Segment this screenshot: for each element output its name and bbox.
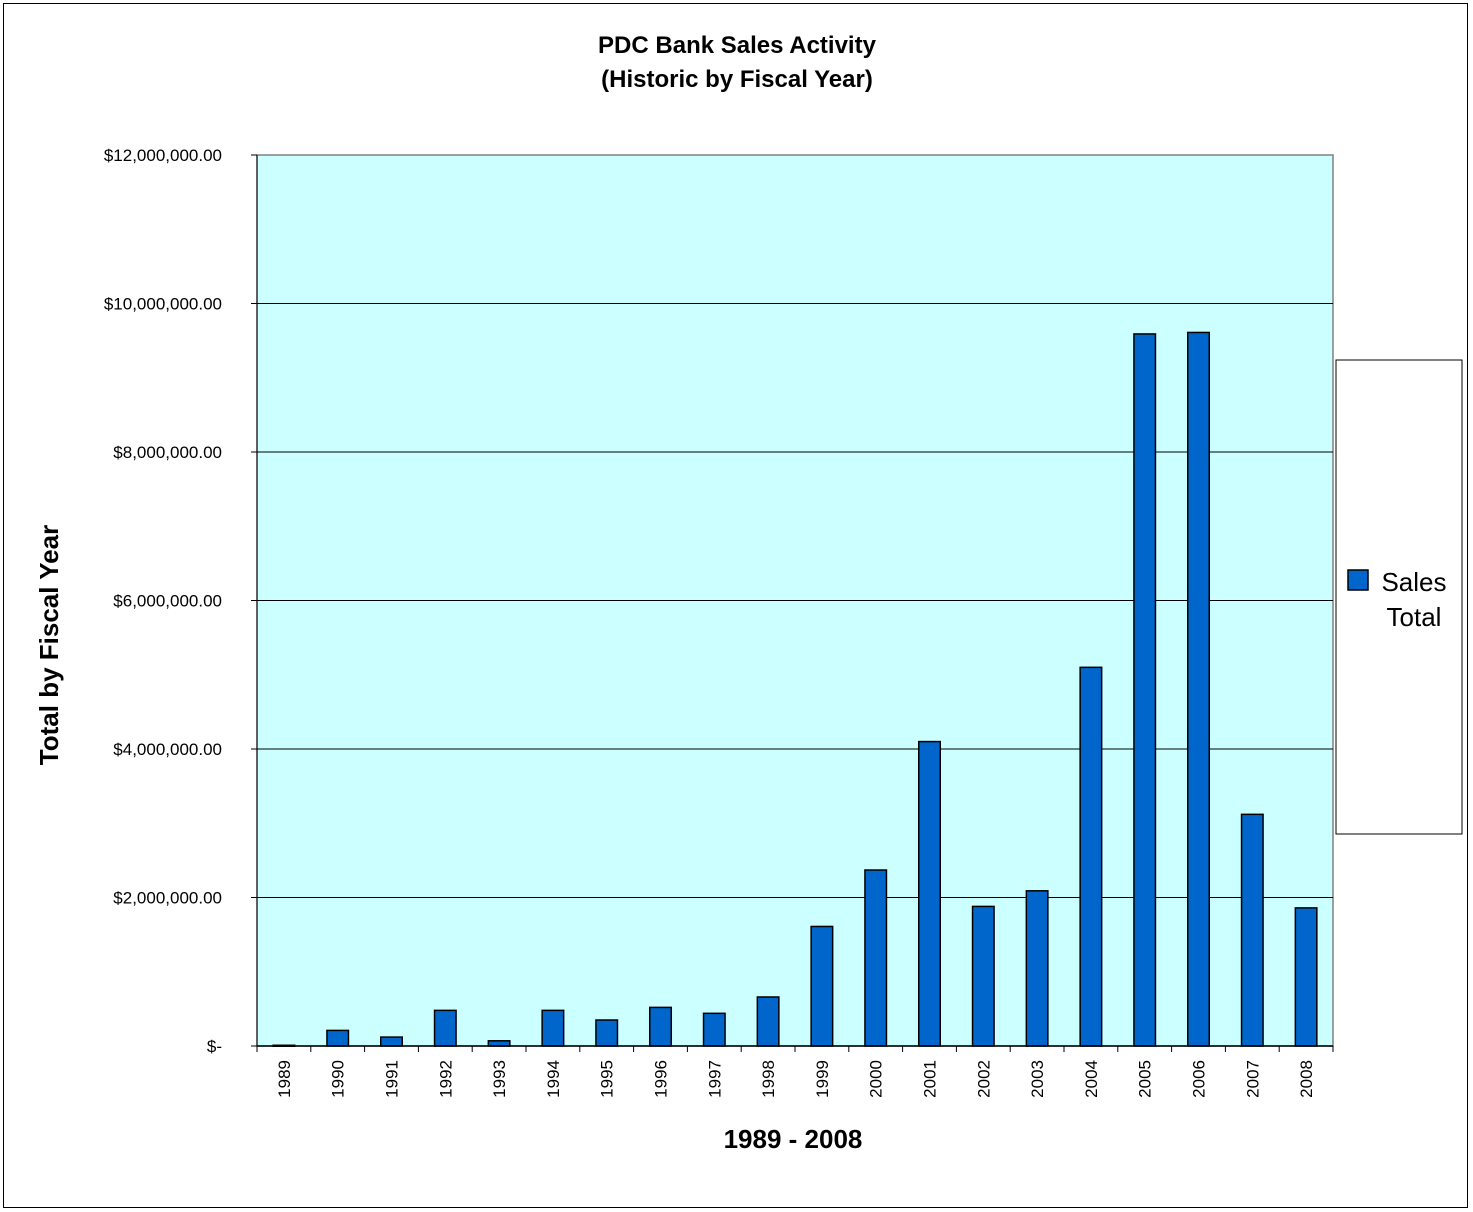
y-axis-label: Total by Fiscal Year (34, 525, 64, 765)
bar-1991 (379, 1036, 404, 1047)
x-tick-label: 2002 (974, 1060, 993, 1098)
bar-2004 (1079, 666, 1103, 1047)
x-tick-label: 2003 (1028, 1060, 1047, 1098)
legend: Sales Total (1335, 359, 1463, 835)
bar-1990 (326, 1029, 350, 1047)
x-tick-label: 1992 (436, 1060, 455, 1098)
bar-2002 (971, 905, 995, 1047)
bar-1996 (648, 1006, 673, 1047)
chart-title: PDC Bank Sales Activity (598, 32, 877, 59)
bar-2005 (1133, 333, 1157, 1047)
bar-2007 (1240, 813, 1264, 1047)
x-tick-label: 2007 (1243, 1060, 1262, 1098)
x-tick-label: 1993 (490, 1060, 509, 1098)
bar-2003 (1025, 890, 1049, 1047)
x-tick-label: 2005 (1136, 1060, 1155, 1098)
bar-2001 (917, 740, 942, 1047)
bar-1999 (810, 925, 834, 1047)
x-axis-label: 1989 - 2008 (724, 1124, 863, 1154)
y-tick-label: $8,000,000.00 (113, 443, 222, 462)
y-axis: $- $2,000,000.00 $4,000,000.00 $6,000,000.0… (104, 146, 258, 1056)
x-tick-label: 1996 (652, 1060, 671, 1098)
y-tick-label: $4,000,000.00 (113, 740, 222, 759)
x-tick-label: 1995 (598, 1060, 617, 1098)
x-tick-label: 1990 (329, 1060, 348, 1098)
x-tick-label: 2006 (1190, 1060, 1209, 1098)
y-tick-label: $2,000,000.00 (113, 889, 222, 908)
legend-label: Sales (1381, 567, 1446, 597)
x-axis: 1989 1990 1991 1992 1993 1994 1995 1996 1997 1998… (256, 1045, 1334, 1098)
bar-1995 (595, 1019, 619, 1047)
bar-1994 (541, 1009, 565, 1047)
x-tick-label: 2001 (921, 1060, 940, 1098)
legend-label: Total (1387, 602, 1442, 632)
x-tick-label: 1991 (383, 1060, 402, 1098)
x-tick-label: 2008 (1297, 1060, 1316, 1098)
x-tick-label: 2004 (1082, 1060, 1101, 1098)
bar-2006 (1186, 331, 1211, 1047)
bar-1998 (756, 996, 780, 1047)
y-tick-label: $6,000,000.00 (113, 592, 222, 611)
bar-1992 (433, 1009, 457, 1047)
x-tick-label: 2000 (867, 1060, 886, 1098)
x-tick-label: 1994 (544, 1060, 563, 1098)
bar-2008 (1294, 907, 1318, 1047)
y-tick-label: $10,000,000.00 (104, 295, 222, 314)
x-tick-label: 1989 (275, 1060, 294, 1098)
chart-subtitle: (Historic by Fiscal Year) (601, 66, 873, 93)
y-tick-label: $- (207, 1037, 222, 1056)
bar-1997 (702, 1012, 726, 1047)
bar-2000 (864, 869, 888, 1047)
bar-1993 (487, 1040, 511, 1047)
x-tick-label: 1998 (759, 1060, 778, 1098)
x-tick-label: 1997 (705, 1060, 724, 1098)
legend-swatch (1347, 569, 1369, 591)
y-tick-label: $12,000,000.00 (104, 146, 222, 165)
x-tick-label: 1999 (813, 1060, 832, 1098)
